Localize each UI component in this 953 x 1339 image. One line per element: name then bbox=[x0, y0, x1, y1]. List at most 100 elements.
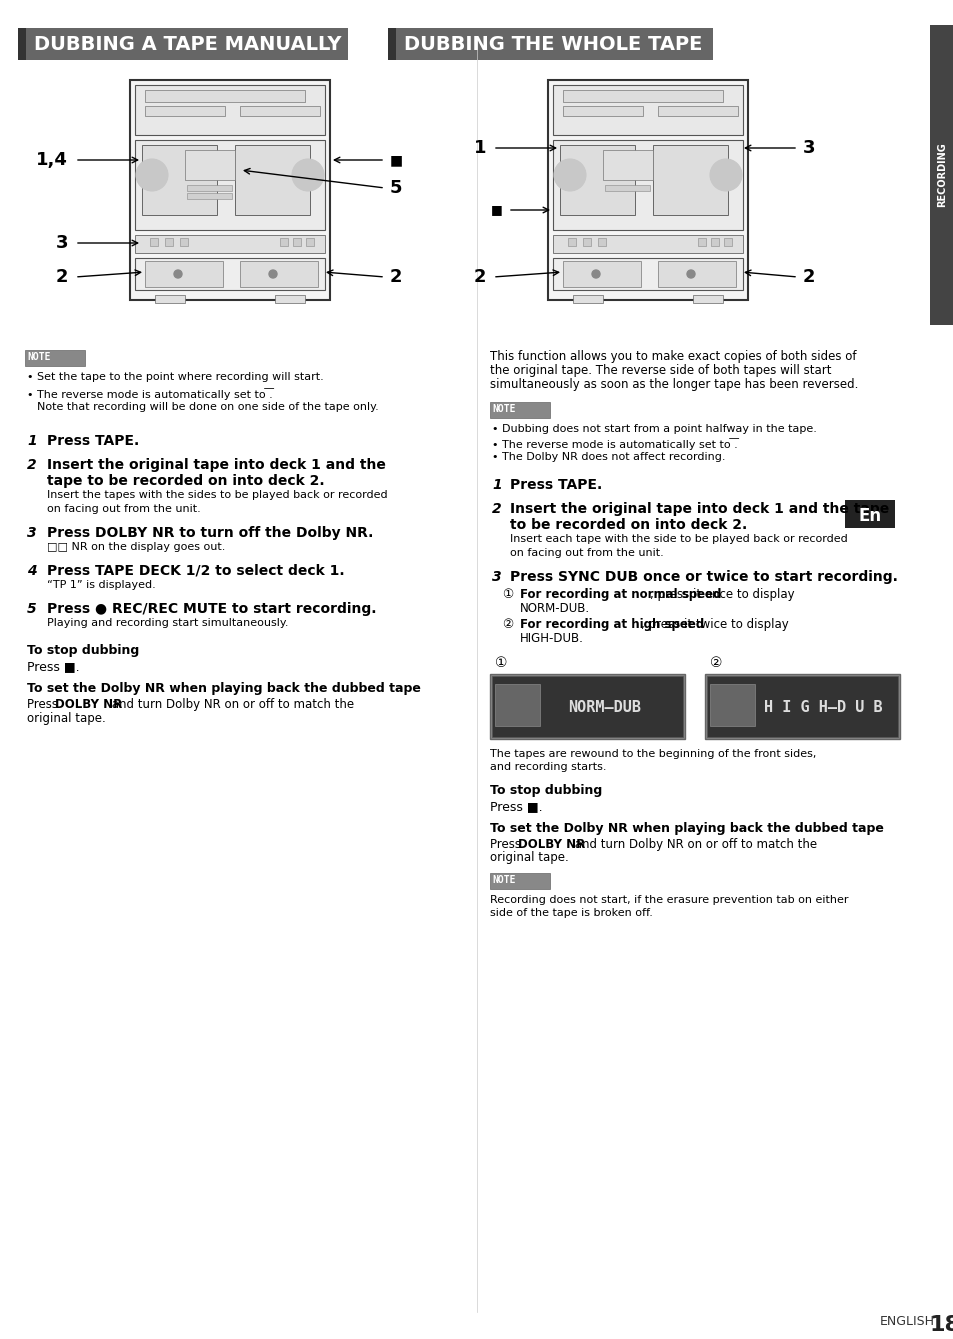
Text: For recording at high speed: For recording at high speed bbox=[519, 619, 703, 631]
Text: En: En bbox=[858, 507, 881, 525]
Bar bbox=[658, 261, 735, 287]
Bar bbox=[698, 238, 705, 246]
Circle shape bbox=[554, 159, 585, 191]
Text: ①: ① bbox=[495, 656, 507, 670]
Circle shape bbox=[709, 159, 741, 191]
Bar bbox=[553, 141, 742, 230]
Text: Press TAPE.: Press TAPE. bbox=[510, 478, 601, 491]
Bar bbox=[710, 238, 719, 246]
Text: • The Dolby NR does not affect recording.: • The Dolby NR does not affect recording… bbox=[492, 453, 724, 462]
Text: 1: 1 bbox=[27, 434, 36, 449]
Bar bbox=[145, 261, 223, 287]
Text: to be recorded on into deck 2.: to be recorded on into deck 2. bbox=[510, 518, 746, 532]
Bar bbox=[559, 145, 635, 216]
Bar bbox=[547, 80, 747, 300]
Bar bbox=[240, 261, 317, 287]
Text: NORM-DUB.: NORM-DUB. bbox=[519, 603, 590, 615]
Circle shape bbox=[292, 159, 324, 191]
Bar bbox=[150, 238, 158, 246]
Text: Insert each tape with the side to be played back or recorded: Insert each tape with the side to be pla… bbox=[510, 534, 847, 544]
Bar bbox=[130, 80, 330, 300]
Text: To stop dubbing: To stop dubbing bbox=[490, 785, 601, 797]
Text: and recording starts.: and recording starts. bbox=[490, 762, 606, 773]
Text: and turn Dolby NR on or off to match the: and turn Dolby NR on or off to match the bbox=[571, 838, 817, 852]
Bar bbox=[562, 106, 642, 116]
Text: Note that recording will be done on one side of the tape only.: Note that recording will be done on one … bbox=[37, 402, 378, 412]
Bar bbox=[490, 873, 550, 889]
Text: 3: 3 bbox=[55, 234, 68, 252]
Text: • Set the tape to the point where recording will start.: • Set the tape to the point where record… bbox=[27, 372, 323, 382]
Text: DOLBY NR: DOLBY NR bbox=[517, 838, 584, 852]
Text: , press it twice to display: , press it twice to display bbox=[640, 619, 788, 631]
Text: NOTE: NOTE bbox=[492, 874, 515, 885]
Text: 5: 5 bbox=[390, 179, 402, 197]
Text: 2: 2 bbox=[27, 458, 36, 473]
Bar bbox=[142, 145, 216, 216]
Text: original tape.: original tape. bbox=[490, 852, 568, 864]
Bar bbox=[18, 28, 26, 60]
Text: • The reverse mode is automatically set to ͞͞.: • The reverse mode is automatically set … bbox=[492, 438, 737, 450]
Circle shape bbox=[173, 270, 182, 279]
Text: ①: ① bbox=[501, 588, 513, 601]
Text: 4: 4 bbox=[27, 564, 36, 578]
Text: 2: 2 bbox=[473, 268, 485, 287]
Bar bbox=[704, 674, 899, 739]
Text: Insert the original tape into deck 1 and the: Insert the original tape into deck 1 and… bbox=[47, 458, 385, 473]
Text: RECORDING: RECORDING bbox=[936, 143, 946, 208]
Bar bbox=[180, 238, 188, 246]
Text: Press TAPE DECK 1/2 to select deck 1.: Press TAPE DECK 1/2 to select deck 1. bbox=[47, 564, 344, 578]
Bar bbox=[240, 106, 319, 116]
Text: DOLBY NR: DOLBY NR bbox=[55, 698, 122, 711]
Bar bbox=[490, 674, 684, 739]
Text: To set the Dolby NR when playing back the dubbed tape: To set the Dolby NR when playing back th… bbox=[27, 682, 420, 695]
Text: 5: 5 bbox=[27, 603, 36, 616]
Bar bbox=[135, 236, 325, 253]
Bar bbox=[562, 261, 640, 287]
Circle shape bbox=[592, 270, 599, 279]
Text: NORM–DUB: NORM–DUB bbox=[568, 699, 640, 715]
Text: HIGH-DUB.: HIGH-DUB. bbox=[519, 632, 583, 645]
Text: Insert the tapes with the sides to be played back or recorded: Insert the tapes with the sides to be pl… bbox=[47, 490, 387, 499]
Bar bbox=[844, 499, 894, 528]
Text: Press: Press bbox=[490, 838, 524, 852]
Bar bbox=[553, 258, 742, 291]
Bar bbox=[293, 238, 301, 246]
Text: • Dubbing does not start from a point halfway in the tape.: • Dubbing does not start from a point ha… bbox=[492, 424, 816, 434]
Circle shape bbox=[136, 159, 168, 191]
Bar bbox=[706, 676, 897, 736]
Text: ■: ■ bbox=[491, 204, 502, 217]
Text: DUBBING THE WHOLE TAPE: DUBBING THE WHOLE TAPE bbox=[403, 35, 701, 54]
Bar bbox=[135, 258, 325, 291]
Text: H I G H–D U B: H I G H–D U B bbox=[763, 699, 882, 715]
Text: To stop dubbing: To stop dubbing bbox=[27, 644, 139, 657]
Bar bbox=[135, 141, 325, 230]
Bar bbox=[567, 238, 576, 246]
Text: on facing out from the unit.: on facing out from the unit. bbox=[47, 503, 200, 514]
Bar bbox=[145, 106, 225, 116]
Bar bbox=[723, 238, 731, 246]
Circle shape bbox=[686, 270, 695, 279]
Text: ENGLISH: ENGLISH bbox=[879, 1315, 934, 1328]
Bar bbox=[602, 150, 652, 179]
Bar bbox=[492, 676, 682, 736]
Text: 2: 2 bbox=[390, 268, 402, 287]
Text: 1: 1 bbox=[492, 478, 501, 491]
Text: Press: Press bbox=[27, 698, 62, 711]
Text: For recording at normal speed: For recording at normal speed bbox=[519, 588, 720, 601]
Text: on facing out from the unit.: on facing out from the unit. bbox=[510, 548, 663, 558]
Text: Press DOLBY NR to turn off the Dolby NR.: Press DOLBY NR to turn off the Dolby NR. bbox=[47, 526, 373, 540]
Text: and turn Dolby NR on or off to match the: and turn Dolby NR on or off to match the bbox=[108, 698, 354, 711]
Bar bbox=[154, 295, 185, 303]
Bar bbox=[25, 349, 85, 366]
Text: ■: ■ bbox=[390, 153, 403, 167]
Bar bbox=[234, 145, 310, 216]
Text: 18: 18 bbox=[929, 1315, 953, 1335]
Text: Recording does not start, if the erasure prevention tab on either: Recording does not start, if the erasure… bbox=[490, 894, 847, 905]
Text: Press TAPE.: Press TAPE. bbox=[47, 434, 139, 449]
Bar bbox=[187, 193, 232, 200]
Bar bbox=[185, 150, 234, 179]
Text: 2: 2 bbox=[55, 268, 68, 287]
Text: “TP 1” is displayed.: “TP 1” is displayed. bbox=[47, 580, 155, 590]
Text: 3: 3 bbox=[802, 139, 815, 157]
Bar bbox=[604, 185, 649, 191]
